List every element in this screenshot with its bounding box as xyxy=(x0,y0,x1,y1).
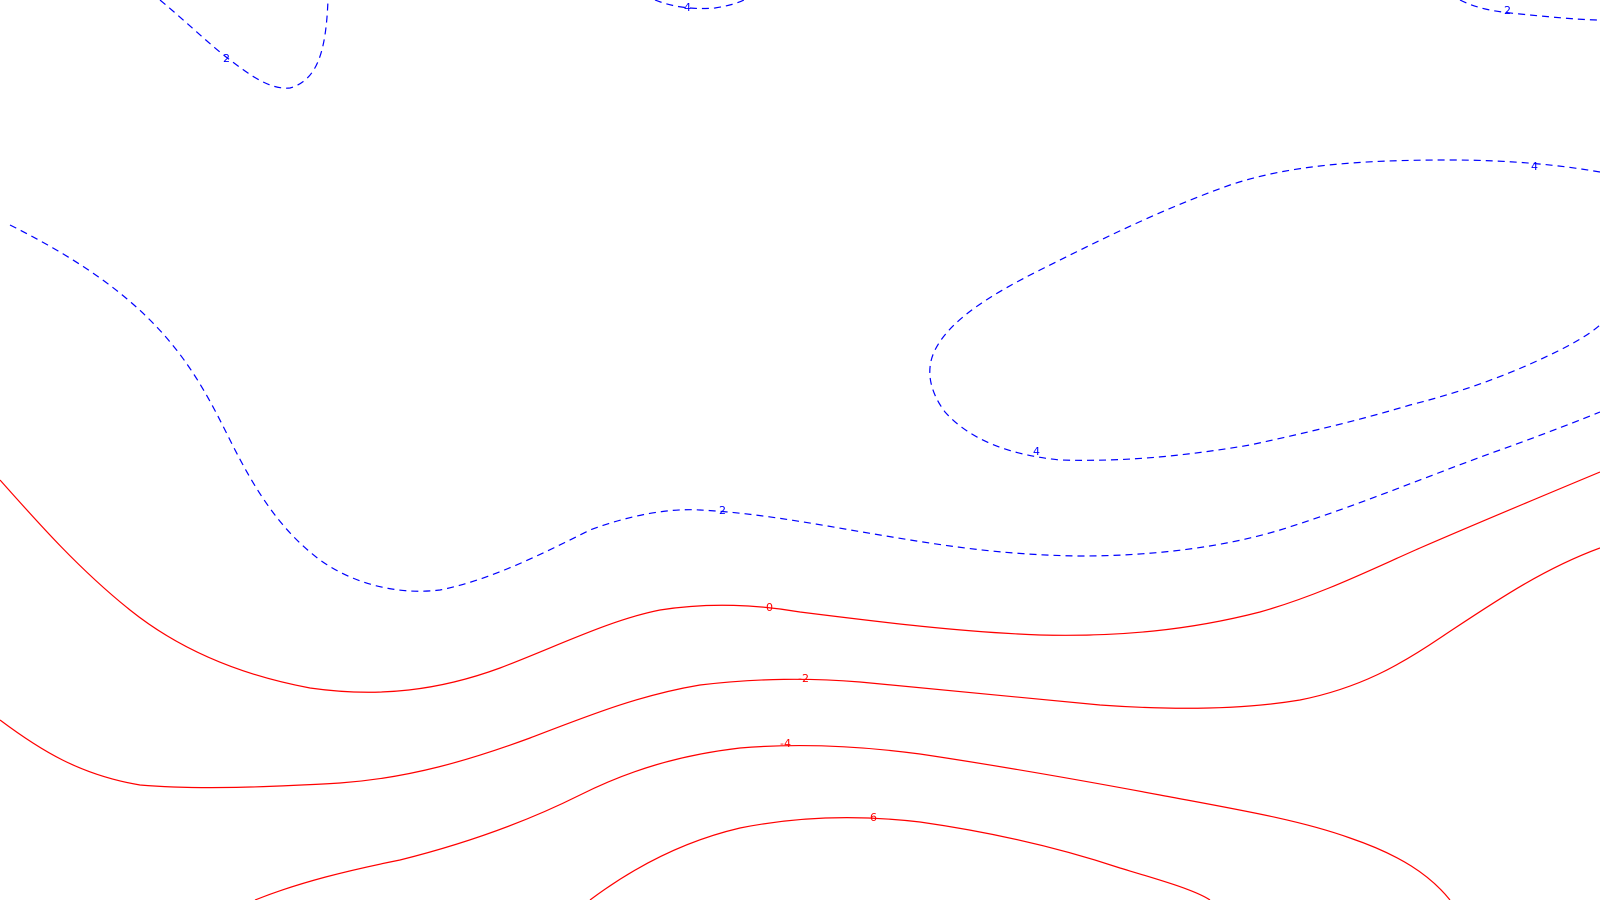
contour-label: 2 xyxy=(1504,4,1511,17)
contour-line xyxy=(929,159,1600,461)
contour-line xyxy=(0,471,1600,693)
contour-label: -2 xyxy=(798,672,809,685)
contour-label: 0 xyxy=(766,601,773,614)
contour-line xyxy=(589,817,1211,900)
contour-label: 2 xyxy=(719,504,726,517)
contour-line xyxy=(0,547,1600,789)
contour-line xyxy=(654,0,745,10)
contour-line xyxy=(159,0,329,89)
contour-label: -6 xyxy=(866,811,877,824)
contour-label: 4 xyxy=(1531,160,1538,173)
contour-label: 2 xyxy=(223,52,230,65)
contour-line xyxy=(9,224,1600,592)
contour-label: -4 xyxy=(780,737,791,750)
contour-line xyxy=(1459,0,1600,21)
contour-label: 4 xyxy=(684,1,691,14)
contour-line xyxy=(254,744,1451,900)
contour-label: 4 xyxy=(1033,445,1040,458)
